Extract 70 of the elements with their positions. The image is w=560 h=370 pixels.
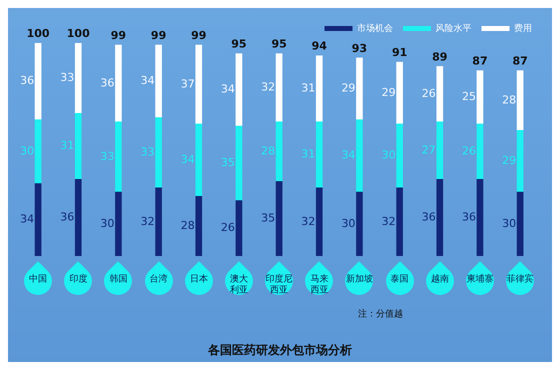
data-label: 31 — [301, 148, 316, 161]
data-label: 28 — [502, 93, 516, 106]
data-label: 26 — [462, 144, 476, 158]
x-tick-label: 印度尼西亚 — [266, 274, 293, 296]
data-label: 36 — [20, 74, 34, 88]
data-label: 26 — [220, 221, 235, 234]
x-tick-label: 柬埔寨 — [466, 274, 494, 285]
legend-label: 风险水平 — [436, 22, 472, 34]
data-label: 31 — [60, 139, 74, 152]
data-label: 28 — [261, 144, 276, 158]
data-label: 29 — [382, 86, 396, 99]
data-label: 27 — [422, 143, 436, 156]
data-label: 36 — [60, 210, 74, 224]
x-tick-label: 越南 — [430, 274, 449, 285]
x-tick-label: 菲律宾 — [506, 274, 534, 285]
legend-label: 费用 — [514, 22, 532, 34]
data-label: 34 — [140, 74, 155, 88]
total-label: 95 — [231, 38, 247, 51]
data-label: 30 — [382, 148, 396, 162]
data-label: 34 — [180, 153, 195, 166]
x-tick-label: 日本 — [190, 274, 208, 285]
x-tick-label: 新加坡 — [346, 274, 373, 285]
data-label: 36 — [100, 76, 114, 90]
data-label: 26 — [422, 86, 436, 100]
text: 注：分值越 — [358, 308, 403, 320]
data-label: 33 — [60, 71, 74, 84]
data-label: 30 — [20, 144, 34, 158]
total-label: 99 — [191, 28, 206, 42]
total-label: 89 — [432, 50, 448, 64]
total-label: 94 — [312, 40, 328, 53]
data-label: 34 — [20, 212, 34, 226]
data-label: 32 — [261, 80, 276, 94]
total-label: 93 — [352, 42, 368, 55]
total-label: 87 — [512, 54, 528, 68]
data-label: 32 — [140, 214, 155, 228]
data-label: 34 — [220, 82, 235, 96]
data-label: 36 — [462, 210, 476, 224]
data-label: 30 — [100, 216, 114, 230]
x-tick-label: 澳大利亚 — [230, 274, 248, 296]
data-label: 33 — [140, 146, 155, 159]
data-label: 32 — [301, 214, 316, 228]
data-label: 37 — [180, 77, 195, 90]
data-label: 32 — [382, 214, 396, 228]
x-tick-label: 台湾 — [150, 274, 168, 285]
x-tick-label: 中国 — [29, 274, 48, 285]
total-label: 91 — [392, 46, 408, 60]
total-label: 99 — [110, 28, 126, 42]
total-label: 95 — [271, 38, 287, 51]
data-label: 25 — [462, 90, 476, 104]
data-label: 30 — [502, 216, 516, 230]
text: 各国医药研发外包市场分析 — [207, 342, 352, 357]
data-label: 36 — [422, 210, 436, 224]
data-label: 35 — [220, 156, 235, 170]
total-label: 99 — [150, 28, 166, 42]
x-tick-label: 韩国 — [109, 274, 128, 285]
data-label: 31 — [301, 82, 316, 95]
legend-label: 市场机会 — [357, 22, 393, 34]
data-label: 28 — [180, 219, 195, 232]
data-label: 29 — [341, 82, 356, 95]
data-label: 30 — [341, 216, 356, 230]
total-label: 87 — [472, 54, 488, 68]
total-label: 100 — [26, 26, 50, 40]
data-label: 29 — [502, 154, 516, 168]
x-tick-label: 马来西亚 — [310, 274, 328, 296]
data-label: 33 — [100, 150, 114, 163]
x-tick-label: 印度 — [69, 274, 88, 285]
x-tick-label: 泰国 — [390, 274, 409, 285]
total-label: 100 — [66, 26, 90, 40]
data-label: 35 — [261, 212, 276, 225]
data-label: 34 — [341, 148, 356, 162]
